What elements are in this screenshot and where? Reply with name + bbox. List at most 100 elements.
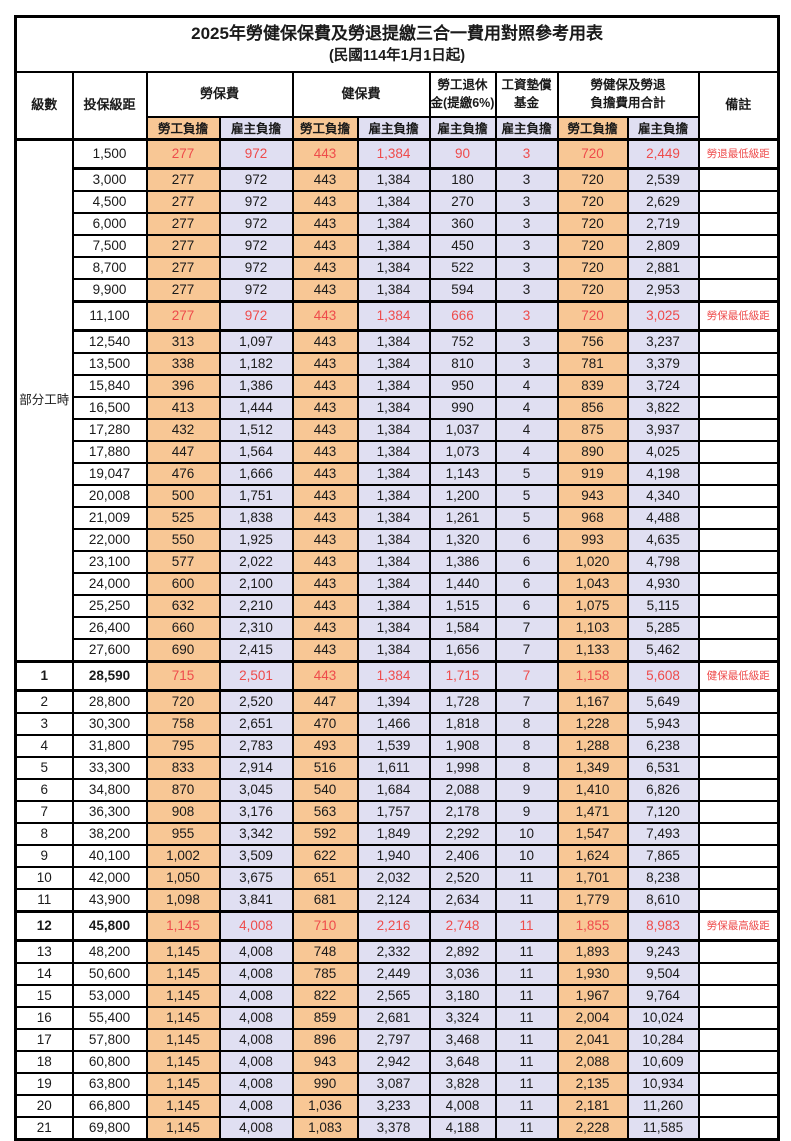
- level-cell: 20: [14, 1093, 74, 1118]
- salary-cell: 45,800: [71, 909, 148, 942]
- value-cell: 1,386: [428, 549, 497, 574]
- value-cell: 1,998: [428, 755, 497, 780]
- value-cell: 1,715: [428, 659, 497, 692]
- value-cell: 1,779: [556, 887, 629, 913]
- value-cell: 1,656: [428, 637, 497, 663]
- value-cell: 2,449: [356, 961, 431, 986]
- value-cell: 972: [218, 277, 294, 303]
- salary-cell: 20,008: [71, 483, 148, 508]
- value-cell: 277: [145, 211, 221, 236]
- value-cell: 1,930: [556, 961, 629, 986]
- note-cell: [697, 549, 780, 574]
- value-cell: 8,610: [626, 887, 700, 913]
- value-cell: 6,238: [626, 733, 700, 758]
- value-cell: 972: [218, 189, 294, 214]
- value-cell: 3,045: [218, 777, 294, 802]
- value-cell: 1,751: [218, 483, 294, 508]
- value-cell: 3: [494, 351, 559, 376]
- level-cell: 7: [14, 799, 74, 824]
- subheader-health-worker: 勞工負擔: [291, 115, 359, 141]
- value-cell: 8,238: [626, 865, 700, 890]
- value-cell: 1,228: [556, 711, 629, 736]
- table-row: 4,500 277 972 443 1,384 270 3 720 2,629: [16, 189, 780, 214]
- value-cell: 2,651: [218, 711, 294, 736]
- col-header-level: 級數: [14, 70, 74, 141]
- value-cell: 443: [291, 233, 359, 258]
- salary-cell: 50,600: [71, 961, 148, 986]
- value-cell: 4,008: [218, 1027, 294, 1052]
- salary-cell: 21,009: [71, 505, 148, 530]
- value-cell: 11,585: [626, 1115, 700, 1141]
- page-subtitle: (民國114年1月1日起): [328, 48, 466, 65]
- value-cell: 1,133: [556, 637, 629, 663]
- value-cell: 1,466: [356, 711, 431, 736]
- value-cell: 3: [494, 137, 559, 170]
- value-cell: 443: [291, 167, 359, 192]
- note-cell: [697, 527, 780, 552]
- level-cell: 13: [14, 939, 74, 964]
- value-cell: 4,188: [428, 1115, 497, 1141]
- level-cell: 4: [14, 733, 74, 758]
- value-cell: 833: [145, 755, 221, 780]
- value-cell: 1,384: [356, 137, 431, 170]
- value-cell: 2,881: [626, 255, 700, 280]
- value-cell: 8: [494, 733, 559, 758]
- value-cell: 443: [291, 137, 359, 170]
- level-cell: 5: [14, 755, 74, 780]
- value-cell: 447: [291, 689, 359, 714]
- value-cell: 4,025: [626, 439, 700, 464]
- value-cell: 4,008: [218, 939, 294, 964]
- value-cell: 1,384: [356, 659, 431, 692]
- level-cell: 17: [14, 1027, 74, 1052]
- note-cell: [697, 689, 780, 714]
- note-cell: [697, 255, 780, 280]
- value-cell: 5,285: [626, 615, 700, 640]
- table-row: 19 63,800 1,145 4,008 990 3,087 3,828 11 2,135 10…: [14, 1071, 780, 1096]
- value-cell: 277: [145, 189, 221, 214]
- value-cell: 11: [494, 939, 559, 964]
- value-cell: 875: [556, 417, 629, 442]
- value-cell: 5,608: [626, 659, 700, 692]
- salary-cell: 66,800: [71, 1093, 148, 1118]
- value-cell: 525: [145, 505, 221, 530]
- salary-cell: 19,047: [71, 461, 148, 486]
- value-cell: 5,462: [626, 637, 700, 663]
- header-row-burden: 勞工負擔 雇主負擔 勞工負擔 雇主負擔 雇主負擔 雇主負擔 勞工負擔 雇主負擔: [16, 115, 779, 141]
- value-cell: 90: [428, 137, 497, 170]
- table-row: 22,000 550 1,925 443 1,384 1,320 6 993 4,635: [16, 527, 780, 552]
- value-cell: 651: [291, 865, 359, 890]
- value-cell: 955: [145, 821, 221, 846]
- table-body: 部分工時 1,500 277 972 443 1,384 90 3 720 2,449 勞退最低級距…: [14, 137, 780, 1141]
- value-cell: 3,233: [356, 1093, 431, 1118]
- value-cell: 1,098: [145, 887, 221, 913]
- table-row: 6 34,800 870 3,045 540 1,684 2,088 9 1,410 6,826: [14, 777, 780, 802]
- note-cell: 勞退最低級距: [697, 137, 780, 170]
- title-cell: 2025年勞健保保費及勞退提繳三合一費用對照參考用表 (民國114年1月1日起): [14, 15, 780, 73]
- value-cell: 3: [494, 211, 559, 236]
- value-cell: 1,158: [556, 659, 629, 692]
- note-cell: [697, 189, 780, 214]
- table-row: 12,540 313 1,097 443 1,384 752 3 756 3,237: [16, 329, 780, 354]
- value-cell: 896: [291, 1027, 359, 1052]
- value-cell: 2,634: [428, 887, 497, 913]
- value-cell: 1,384: [356, 615, 431, 640]
- note-cell: [697, 843, 780, 868]
- level-cell: 12: [14, 909, 74, 942]
- value-cell: 1,200: [428, 483, 497, 508]
- value-cell: 1,666: [218, 461, 294, 486]
- salary-cell: 17,880: [71, 439, 148, 464]
- value-cell: 2,406: [428, 843, 497, 868]
- value-cell: 1,073: [428, 439, 497, 464]
- salary-cell: 27,600: [71, 637, 148, 663]
- table-row: 17,280 432 1,512 443 1,384 1,037 4 875 3,937: [16, 417, 780, 442]
- value-cell: 1,384: [356, 351, 431, 376]
- value-cell: 1,384: [356, 299, 431, 332]
- value-cell: 1,849: [356, 821, 431, 846]
- value-cell: 10,284: [626, 1027, 700, 1052]
- level-cell: 10: [14, 865, 74, 890]
- value-cell: 1,684: [356, 777, 431, 802]
- value-cell: 2,797: [356, 1027, 431, 1052]
- note-cell: [697, 777, 780, 802]
- value-cell: 3,937: [626, 417, 700, 442]
